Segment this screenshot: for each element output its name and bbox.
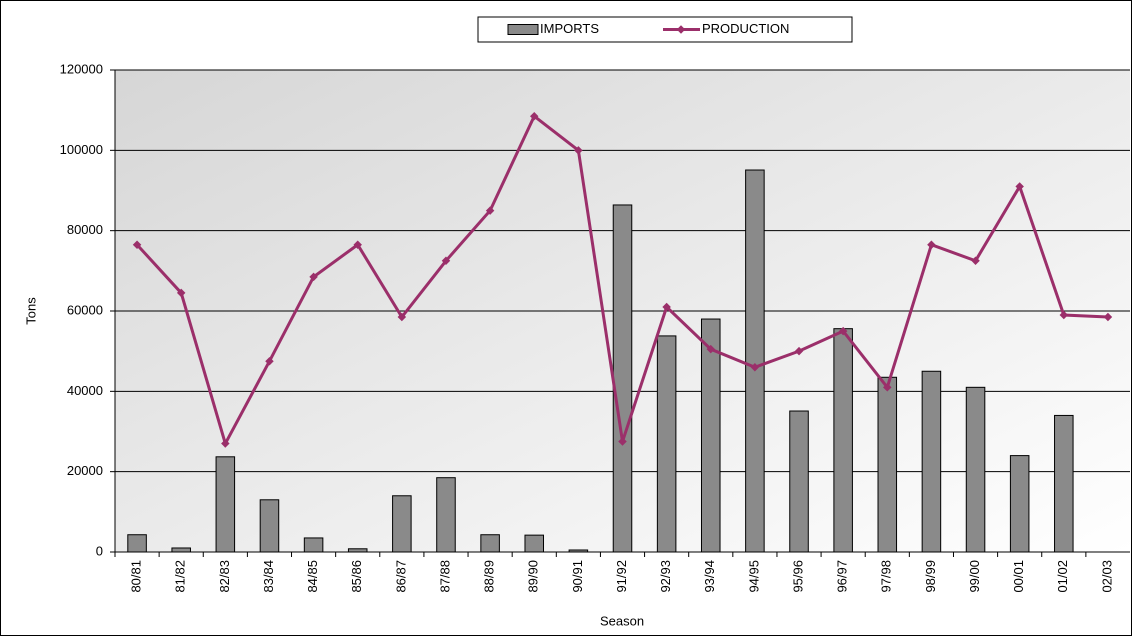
bar — [436, 477, 456, 553]
x-tick-label: 99/00 — [967, 560, 982, 593]
x-tick-label: 82/83 — [217, 560, 232, 593]
bar — [480, 534, 500, 553]
x-tick-label: 91/92 — [614, 560, 629, 593]
point — [485, 206, 495, 215]
x-tick-label: 80/81 — [129, 560, 144, 593]
bar — [965, 386, 986, 553]
point — [838, 326, 848, 336]
point — [309, 272, 318, 282]
point — [883, 383, 892, 392]
bar — [1054, 414, 1074, 553]
point — [1103, 312, 1113, 322]
y-axis-title: Tons — [23, 297, 38, 325]
bar — [259, 499, 280, 553]
bar — [127, 534, 147, 553]
x-tick-label: 02/03 — [1099, 560, 1114, 593]
bar — [347, 548, 368, 553]
bar — [789, 410, 809, 553]
x-tick-label: 86/87 — [393, 560, 408, 593]
x-tick-label: 90/91 — [570, 560, 585, 593]
bar — [568, 549, 589, 553]
y-tick-label: 60000 — [67, 302, 103, 317]
bar — [921, 370, 942, 553]
bar — [215, 456, 236, 553]
point — [221, 439, 230, 448]
point — [750, 362, 760, 372]
point — [1059, 310, 1069, 320]
x-tick-label: 84/85 — [305, 560, 320, 593]
bar — [303, 537, 324, 553]
bar — [1009, 455, 1030, 553]
legend-label: IMPORTS — [540, 21, 599, 36]
bar — [877, 376, 898, 553]
x-tick-label: 97/98 — [879, 560, 894, 593]
point — [441, 256, 451, 266]
y-tick-label: 100000 — [60, 142, 103, 157]
point — [176, 288, 186, 298]
x-tick-label: 87/88 — [437, 560, 452, 593]
x-tick-label: 00/01 — [1011, 560, 1026, 593]
x-tick-label: 93/94 — [702, 560, 717, 593]
x-tick-label: 94/95 — [746, 560, 761, 593]
point — [397, 312, 407, 322]
bar — [171, 547, 191, 553]
legend-swatch — [507, 24, 539, 35]
x-tick-label: 81/82 — [173, 560, 188, 593]
x-tick-label: 85/86 — [349, 560, 364, 593]
bar — [612, 204, 633, 553]
point — [265, 356, 274, 366]
x-tick-label: 98/99 — [923, 560, 938, 593]
point — [794, 346, 804, 356]
y-tick-label: 80000 — [67, 222, 103, 237]
point — [971, 256, 980, 266]
y-tick-label: 40000 — [67, 383, 103, 398]
point — [353, 240, 362, 249]
y-tick-label: 20000 — [67, 463, 103, 478]
point — [132, 240, 142, 249]
y-tick-label: 120000 — [60, 61, 103, 76]
x-tick-label: 01/02 — [1055, 560, 1070, 593]
x-tick-label: 88/89 — [482, 560, 497, 593]
point — [706, 344, 716, 354]
bar — [700, 318, 721, 553]
x-tick-label: 83/84 — [261, 560, 276, 593]
bar — [745, 169, 765, 553]
point — [618, 437, 627, 446]
x-axis-title: Season — [600, 613, 644, 628]
x-tick-label: 96/97 — [835, 560, 850, 593]
x-tick-label: 95/96 — [790, 560, 805, 593]
x-tick-label: 89/90 — [526, 560, 541, 593]
bar — [524, 534, 545, 553]
x-tick-label: 92/93 — [658, 560, 673, 593]
bar — [656, 335, 677, 553]
y-tick-label: 0 — [96, 543, 103, 558]
legend-label: PRODUCTION — [702, 21, 789, 36]
point — [662, 302, 671, 312]
bar — [833, 328, 853, 553]
bar — [392, 495, 412, 553]
